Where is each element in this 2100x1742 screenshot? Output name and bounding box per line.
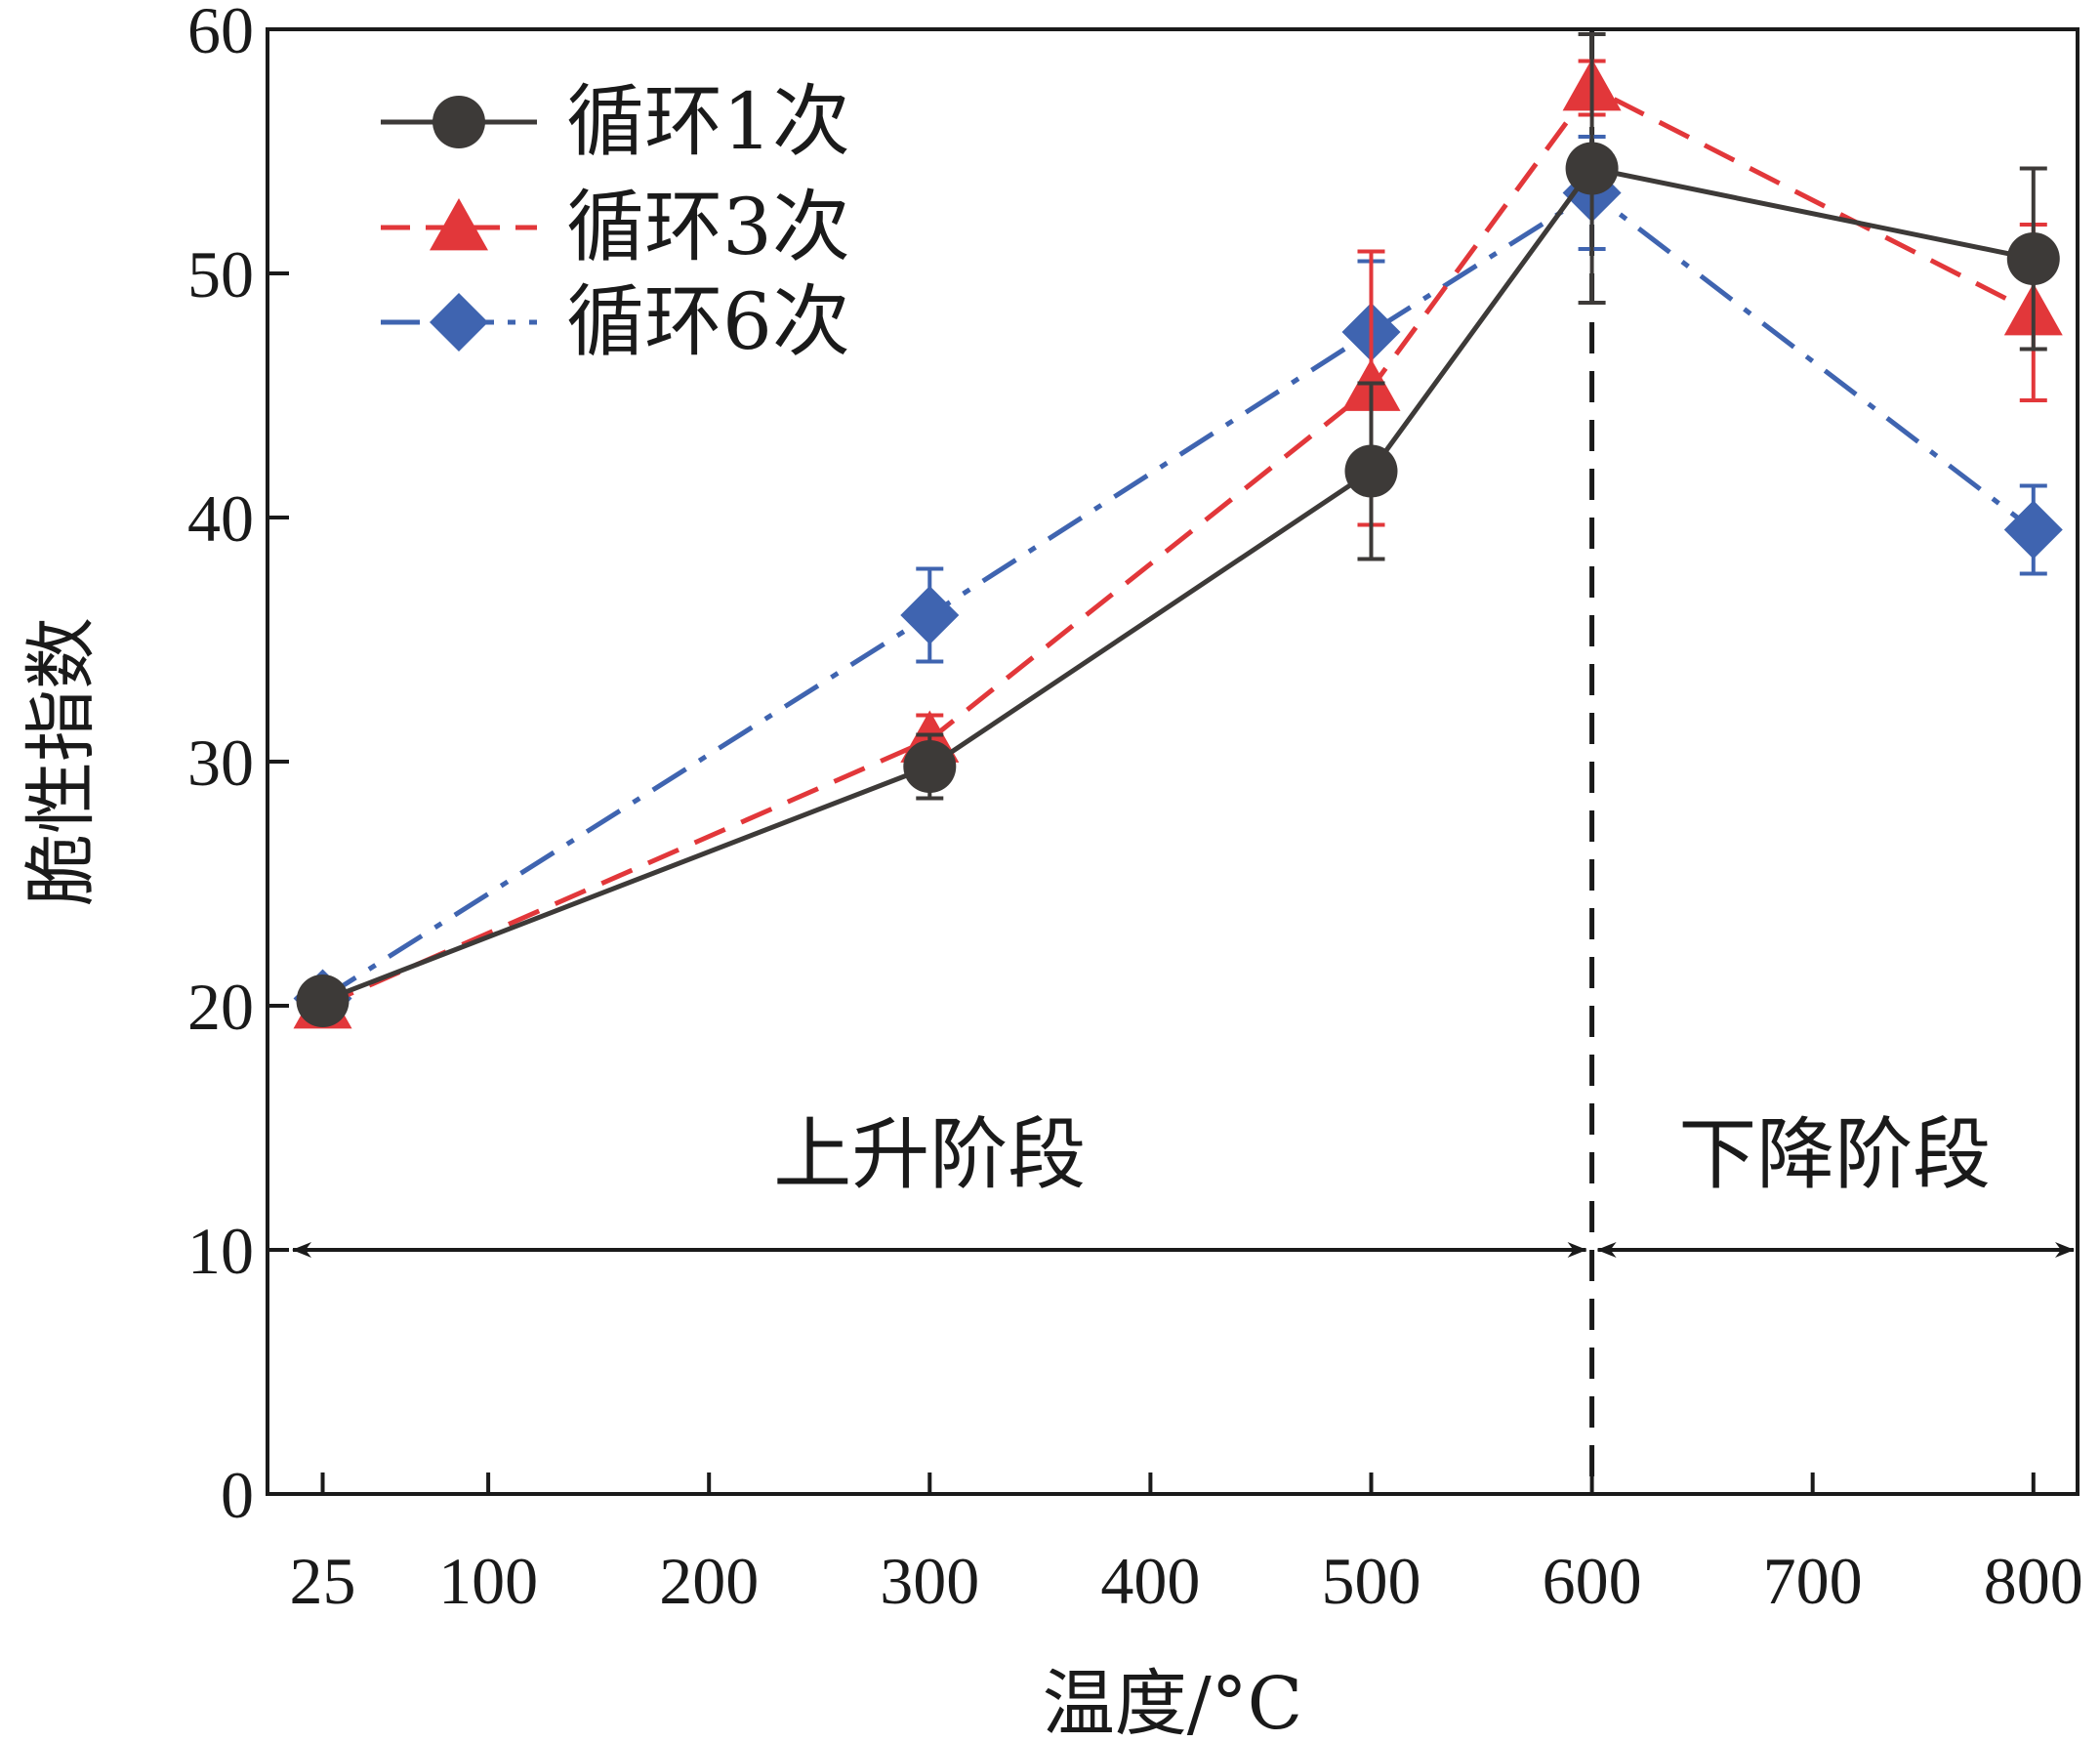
y-axis-title: 脆性指数 (20, 617, 103, 906)
series-3 (293, 135, 2063, 1028)
legend-marker (430, 293, 488, 352)
series-layer (293, 32, 2063, 1029)
x-tick-label: 200 (659, 1544, 759, 1618)
x-tick-label: 500 (1321, 1544, 1421, 1618)
legend-label: 循环1次 (566, 76, 850, 167)
x-tick-label: 700 (1763, 1544, 1863, 1618)
x-tick-label: 600 (1543, 1544, 1642, 1618)
x-tick-label: 100 (438, 1544, 538, 1618)
y-tick-label: 40 (187, 481, 254, 556)
data-point-circle (1344, 444, 1398, 498)
legend-marker-circle-icon (432, 96, 485, 148)
x-tick-label: 25 (290, 1544, 356, 1618)
y-tick-label: 20 (187, 970, 254, 1044)
legend: 循环1次 循环3次 循环6次 (381, 76, 850, 367)
data-point-circle (1565, 142, 1619, 195)
x-axis-title: 温度/°C (1043, 1662, 1303, 1742)
legend-label: 循环6次 (566, 276, 850, 367)
data-point-diamond (900, 586, 960, 644)
legend-item-cycle-6: 循环6次 (381, 276, 850, 367)
plot-frame (266, 27, 2079, 1496)
legend-item-cycle-3: 循环3次 (381, 182, 850, 272)
data-point-diamond (2003, 500, 2063, 560)
y-tick-label: 30 (187, 726, 254, 800)
data-point-circle (296, 975, 350, 1027)
legend-label: 循环3次 (566, 182, 850, 272)
phase-annotations: 上升阶段 下降阶段 (292, 1109, 2075, 1258)
y-tick-label: 10 (187, 1214, 254, 1288)
y-tick-label: 0 (221, 1458, 254, 1532)
series-1 (296, 32, 2060, 1027)
y-axis: 0 10 20 30 40 50 60 (187, 0, 289, 1532)
y-tick-label: 50 (187, 237, 254, 311)
x-tick-label: 400 (1100, 1544, 1200, 1618)
rise-phase-label: 上升阶段 (773, 1109, 1086, 1200)
legend-marker (432, 96, 485, 148)
legend-marker (430, 198, 488, 251)
series-2 (293, 59, 2063, 1029)
legend-marker-triangle-icon (430, 198, 488, 251)
data-point-circle (2006, 232, 2060, 285)
series-line (321, 190, 2036, 1001)
x-axis: 25 100 200 300 400 500 600 700 800 (290, 1472, 2083, 1618)
x-tick-label: 800 (1984, 1544, 2083, 1618)
legend-item-cycle-1: 循环1次 (381, 76, 850, 167)
y-tick-label: 60 (187, 0, 254, 67)
data-point-circle (903, 740, 957, 793)
fall-phase-label: 下降阶段 (1678, 1109, 1991, 1200)
x-tick-label: 300 (880, 1544, 979, 1618)
legend-marker-diamond-icon (430, 293, 488, 352)
